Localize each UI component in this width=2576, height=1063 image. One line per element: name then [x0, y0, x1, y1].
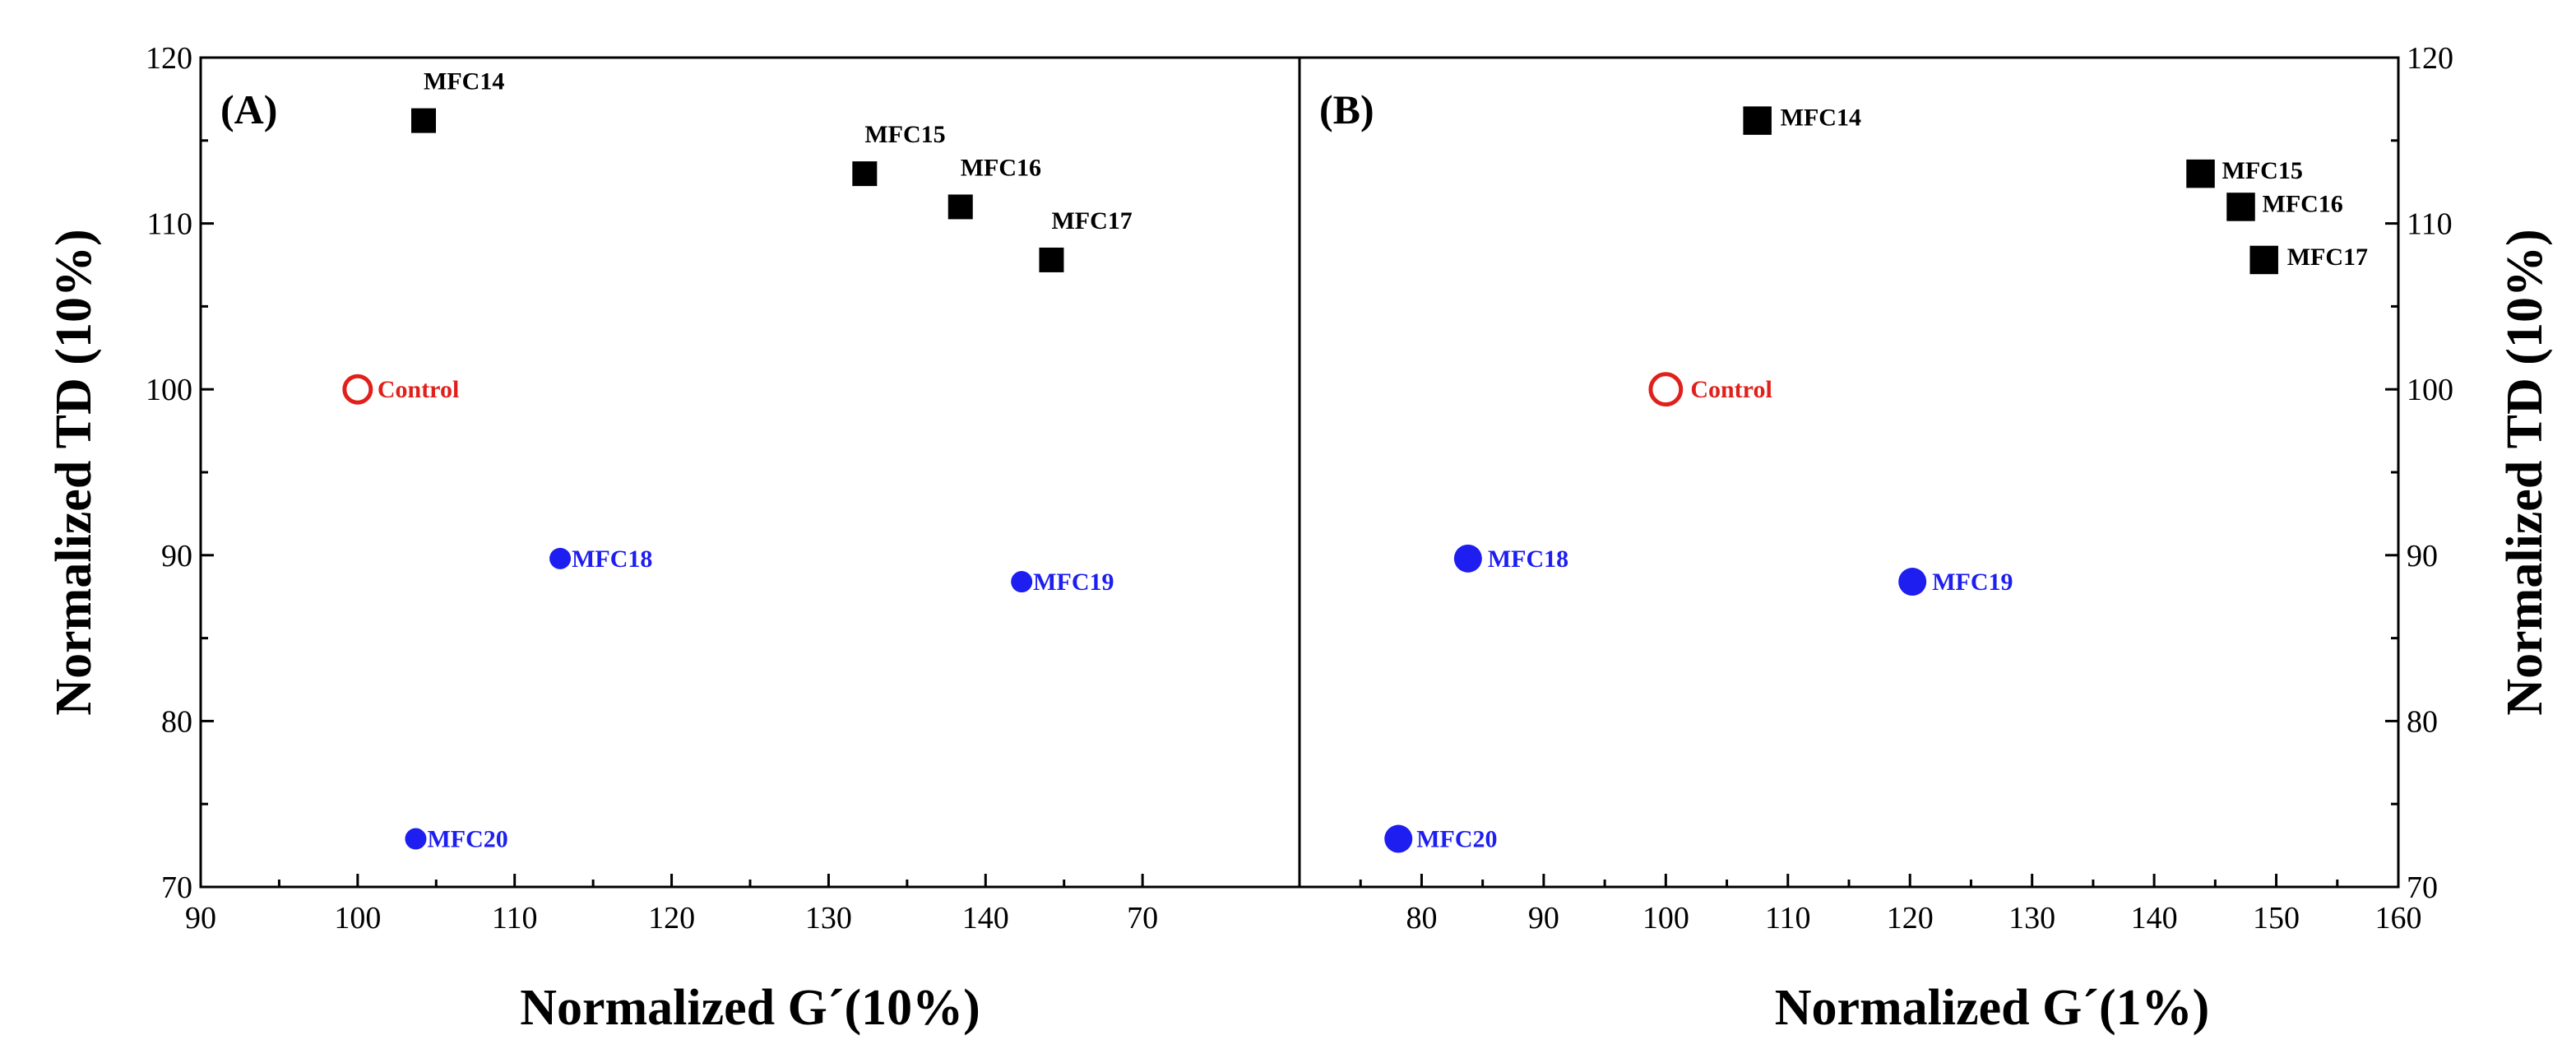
panel-b: 80 90 100 110 120 130 140 150 160 70 80 90 100 110 12… [1298, 41, 2553, 1036]
panel-b-y-tick-label: 90 [2407, 539, 2438, 573]
panel-b-point-label-control: Control [1690, 376, 1772, 403]
panel-b-y-tick-label: 80 [2407, 704, 2438, 739]
panel-a-point-label-mfc20: MFC20 [427, 826, 507, 853]
panel-a-points: Control MFC14 MFC15 MFC16 MFC17 MFC18 MFC19 MFC… [342, 68, 1133, 853]
panel-b-x-tick-label: 150 [2253, 901, 2300, 935]
panel-b-x-tick-label: 160 [2375, 901, 2422, 935]
panel-a-x-tick-label: 130 [805, 901, 852, 935]
panel-b-y-axis-title: Normalized TD (10%) [2497, 229, 2553, 715]
panel-b-point-mfc16 [2226, 193, 2255, 221]
panel-a-point-label-mfc16: MFC16 [961, 154, 1041, 181]
panel-b-ticks [1359, 56, 2400, 889]
panel-b-y-tick-label: 120 [2407, 41, 2453, 76]
panel-b-label: (B) [1319, 86, 1374, 132]
panel-b-x-axis-title: Normalized G´(1%) [1775, 980, 2210, 1036]
panel-a-ticks [201, 56, 1144, 889]
panel-b-point-label-mfc18: MFC18 [1488, 545, 1568, 573]
panel-a-x-tick-label: 100 [334, 901, 381, 935]
panel-a-y-tick-label: 70 [161, 870, 192, 905]
panel-a-point-mfc14 [411, 108, 437, 133]
panel-b-point-mfc15 [2186, 159, 2215, 188]
panel-a: 90 100 110 120 130 140 70 70 80 90 100 110 120 Cont… [46, 41, 1301, 1036]
panel-a-point-mfc19 [1011, 571, 1033, 593]
panel-b-point-label-mfc19: MFC19 [1932, 569, 2013, 596]
panel-b-point-label-mfc20: MFC20 [1416, 826, 1497, 853]
panel-b-point-label-mfc17: MFC17 [2287, 244, 2368, 271]
panel-b-x-tick-label: 100 [1642, 901, 1689, 935]
panel-b-y-tick-label: 100 [2407, 373, 2453, 407]
panel-b-x-tick-label: 120 [1887, 901, 1934, 935]
panel-a-y-tick-label: 120 [146, 41, 192, 76]
panel-b-point-mfc14 [1743, 106, 1772, 135]
panel-a-point-control [342, 374, 373, 405]
panel-a-y-tick-label: 110 [146, 207, 192, 242]
panel-b-y-tick-label: 110 [2407, 207, 2453, 242]
panel-b-x-tick-label: 90 [1528, 901, 1559, 935]
panel-a-point-mfc16 [947, 194, 973, 220]
panel-a-y-tick-label: 100 [146, 373, 192, 407]
panel-b-point-label-mfc15: MFC15 [2222, 157, 2303, 184]
panel-a-y-tick-label: 80 [161, 704, 192, 739]
panel-b-x-tick-label: 130 [2008, 901, 2055, 935]
panel-a-point-mfc20 [405, 828, 427, 850]
panel-a-point-label-mfc18: MFC18 [572, 545, 652, 573]
panel-a-point-label-mfc19: MFC19 [1033, 569, 1114, 596]
panel-a-y-tick-label: 90 [161, 539, 192, 573]
panel-b-point-mfc17 [2249, 245, 2278, 275]
panel-b-x-tick-label: 80 [1406, 901, 1437, 935]
panel-b-x-tick-label: 140 [2131, 901, 2178, 935]
panel-a-x-axis-title: Normalized G´(10%) [520, 980, 980, 1036]
panel-b-x-tick-label: 110 [1765, 901, 1811, 935]
panel-a-x-tick-label: 140 [962, 901, 1009, 935]
panel-b-point-mfc18 [1453, 544, 1482, 573]
panel-a-point-mfc18 [549, 547, 572, 569]
panel-b-points: Control MFC14 MFC15 MFC16 MFC17 MFC18 MFC19 MFC… [1384, 104, 2368, 853]
panel-a-y-tick-labels: 70 80 90 100 110 120 [146, 41, 192, 905]
panel-a-x-tick-labels: 90 100 110 120 130 140 70 [185, 901, 1158, 935]
panel-b-y-tick-label: 70 [2407, 870, 2438, 905]
panel-a-y-axis-title: Normalized TD (10%) [46, 229, 102, 715]
panel-a-point-mfc17 [1039, 247, 1064, 272]
panel-a-point-mfc15 [852, 161, 878, 187]
panel-a-x-tick-label: 110 [492, 901, 538, 935]
panel-a-point-label-mfc15: MFC15 [864, 121, 945, 148]
panel-a-x-tick-label: 90 [185, 901, 216, 935]
panel-b-point-mfc20 [1384, 824, 1413, 853]
panel-b-point-control [1648, 372, 1684, 407]
panel-b-point-label-mfc14: MFC14 [1781, 104, 1861, 132]
panel-a-point-label-mfc14: MFC14 [424, 68, 504, 95]
panel-a-x-tick-label: 70 [1127, 901, 1158, 935]
panel-a-point-label-mfc17: MFC17 [1051, 207, 1132, 234]
panel-a-x-tick-label: 120 [648, 901, 695, 935]
panel-b-x-tick-labels: 80 90 100 110 120 130 140 150 160 [1406, 901, 2421, 935]
panel-a-point-label-control: Control [378, 376, 459, 403]
panel-b-y-tick-labels: 70 80 90 100 110 120 [2407, 41, 2453, 905]
panel-b-point-mfc19 [1898, 568, 1927, 596]
panel-b-point-label-mfc16: MFC16 [2263, 190, 2343, 217]
panel-a-label: (A) [220, 86, 277, 132]
